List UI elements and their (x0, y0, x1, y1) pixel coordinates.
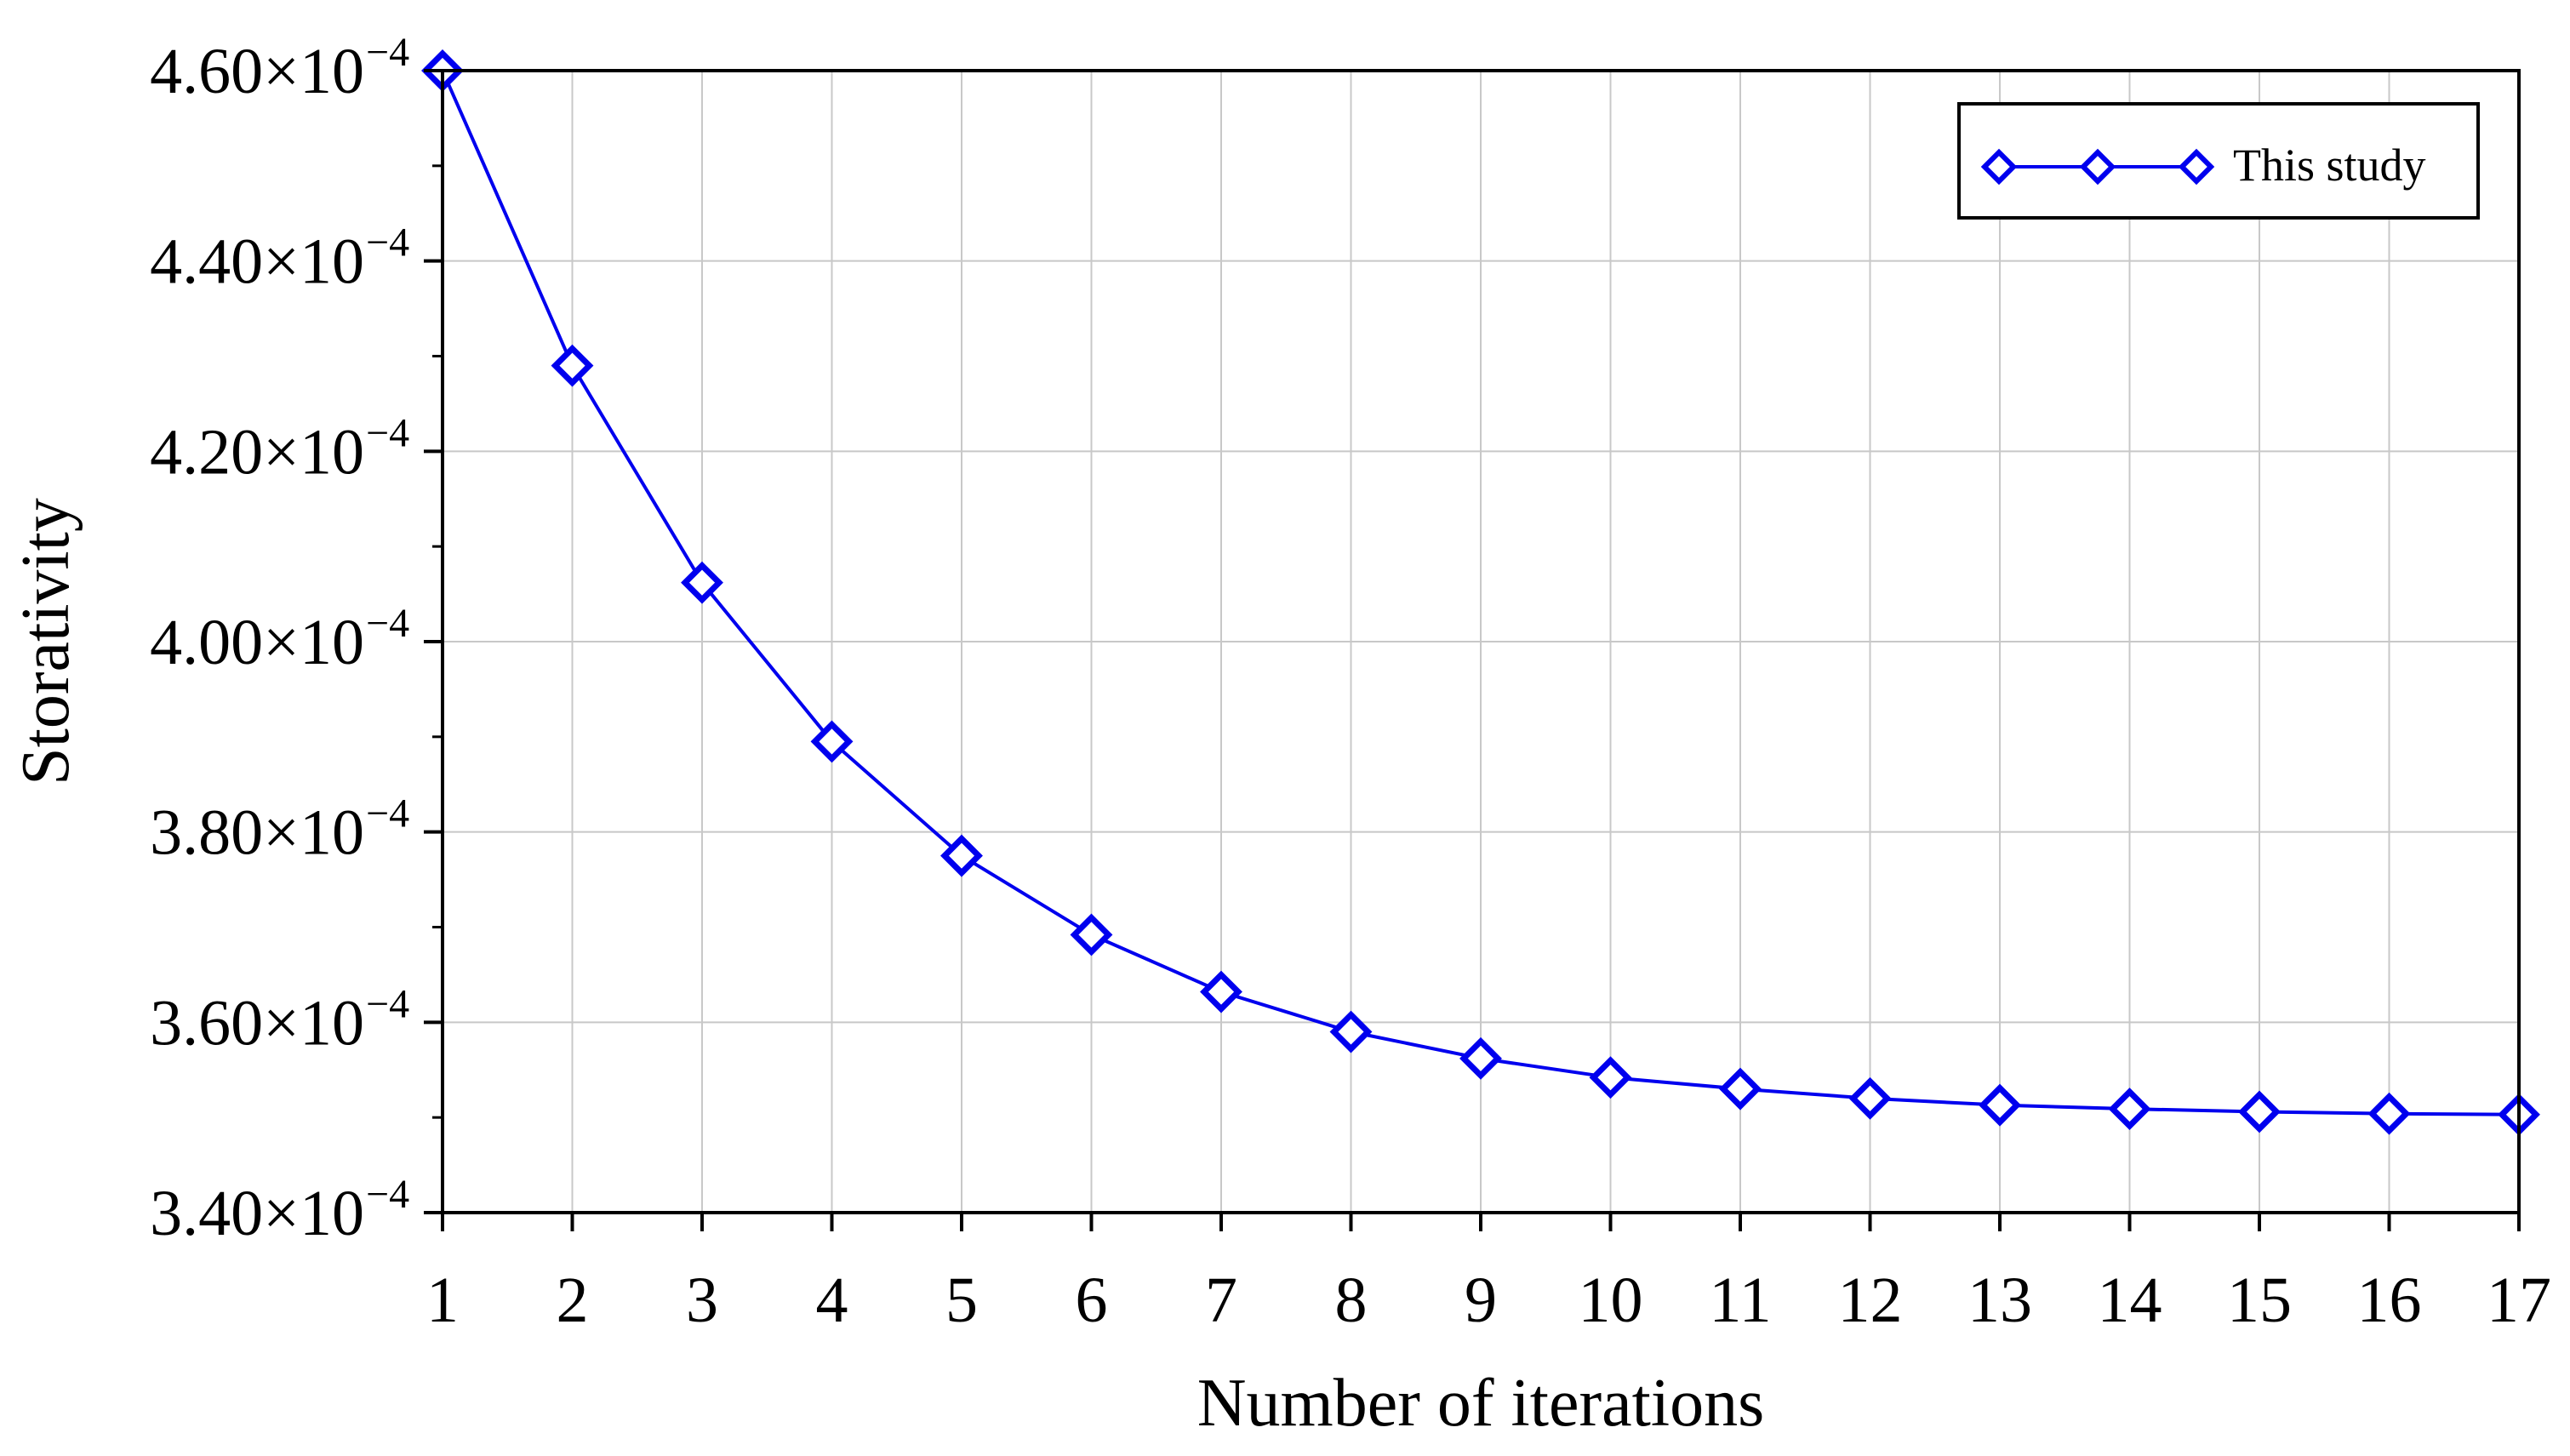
legend-marker (2178, 148, 2215, 186)
x-axis: 1 2 3 4 5 6 7 8 9 10 11 12 13 14 15 16 17 (426, 1213, 2551, 1336)
y-tick-label: 3.60×10 (150, 987, 364, 1059)
data-point-marker (1589, 1056, 1632, 1099)
x-tick-label: 7 (1205, 1265, 1237, 1336)
data-point-marker (1329, 1010, 1373, 1053)
data-point-marker (1719, 1067, 1762, 1111)
legend-box (1957, 102, 2480, 220)
y-tick-label: 4.60×10 (150, 36, 364, 107)
legend-label: This study (2233, 140, 2426, 191)
y-tick-label: 4.20×10 (150, 416, 364, 488)
series-layer (421, 49, 2540, 1136)
y-tick-label: 4.40×10 (150, 226, 364, 298)
data-point-marker (940, 834, 983, 877)
x-tick-label: 9 (1465, 1265, 1497, 1336)
data-point-marker (2238, 1090, 2281, 1133)
legend-marker (1980, 148, 2018, 186)
data-point-marker (1848, 1076, 1892, 1120)
x-tick-label: 13 (1967, 1265, 2032, 1336)
data-point-marker (1979, 1083, 2021, 1127)
data-point-marker (2108, 1088, 2151, 1131)
data-point-marker (1200, 970, 1242, 1013)
y-tick-exponent: −4 (366, 220, 409, 266)
y-tick-label: 4.00×10 (150, 607, 364, 678)
y-tick-exponent: −4 (366, 30, 409, 75)
y-axis-title: Storativity (9, 498, 83, 785)
x-tick-label: 11 (1709, 1265, 1771, 1336)
x-tick-label: 8 (1335, 1265, 1368, 1336)
data-point-marker (681, 561, 723, 604)
data-point-marker (2367, 1092, 2411, 1135)
x-axis-title: Number of iterations (1197, 1366, 1764, 1441)
y-tick-exponent: −4 (366, 410, 409, 455)
x-tick-label: 14 (2098, 1265, 2162, 1336)
x-tick-label: 10 (1579, 1265, 1643, 1336)
y-tick-exponent: −4 (366, 601, 409, 646)
y-tick-exponent: −4 (366, 791, 409, 836)
data-point-marker (1459, 1036, 1502, 1080)
y-axis: 3.40×10 −43.60×10 −43.80×10 −44.00×10 −44.20… (150, 30, 443, 1249)
x-tick-label: 17 (2487, 1265, 2551, 1336)
x-tick-label: 2 (557, 1265, 589, 1336)
x-tick-label: 16 (2357, 1265, 2422, 1336)
x-tick-label: 4 (816, 1265, 848, 1336)
y-tick-label: 3.80×10 (150, 797, 364, 869)
data-point-marker (551, 344, 594, 387)
x-tick-label: 6 (1076, 1265, 1108, 1336)
y-tick-exponent: −4 (366, 981, 409, 1026)
x-tick-label: 12 (1838, 1265, 1903, 1336)
legend-marker (2079, 148, 2116, 186)
y-tick-exponent: −4 (366, 1172, 409, 1217)
x-tick-label: 15 (2227, 1265, 2292, 1336)
y-tick-label: 3.40×10 (150, 1178, 364, 1249)
legend: This study (1957, 102, 2480, 220)
grid (443, 71, 2519, 1213)
x-tick-label: 3 (686, 1265, 718, 1336)
x-tick-label: 5 (945, 1265, 978, 1336)
data-point-marker (810, 720, 854, 763)
legend-markers (1980, 148, 2215, 186)
data-point-marker (1070, 913, 1113, 956)
x-tick-label: 1 (426, 1265, 459, 1336)
